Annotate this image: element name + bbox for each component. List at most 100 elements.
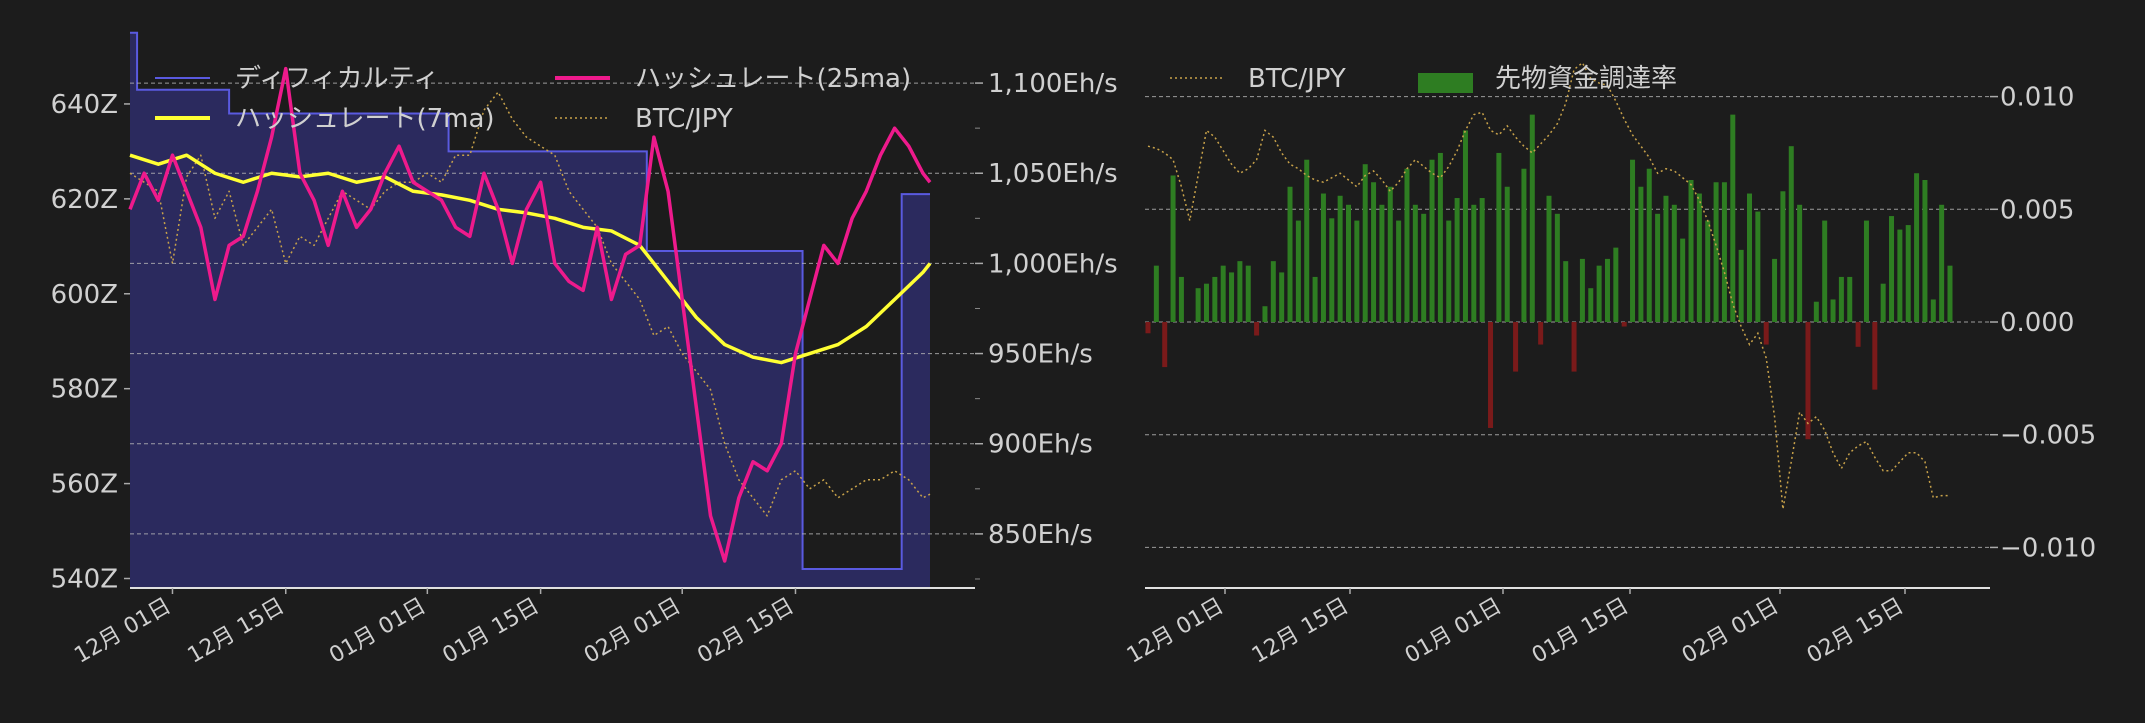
funding-bar [1387, 186, 1393, 323]
funding-bar [1371, 182, 1377, 323]
x-tick-label: 02月 15日 [693, 594, 798, 669]
x-tick-label: 01月 01日 [325, 594, 430, 669]
x-tick-label: 01月 01日 [1401, 594, 1506, 669]
funding-bar [1396, 220, 1402, 323]
x-tick-label: 01月 15日 [1528, 594, 1633, 669]
funding-bar [1571, 322, 1577, 372]
right-tick-label: 1,100Eh/s [988, 69, 1118, 99]
funding-bar [1329, 218, 1335, 323]
funding-bar [1170, 175, 1176, 323]
hashrate-25ma-line [128, 66, 932, 563]
funding-bar [1880, 283, 1886, 323]
funding-bar [1947, 265, 1953, 323]
x-tick-label: 12月 01日 [1123, 594, 1228, 669]
funding-bar [1295, 220, 1301, 323]
funding-bar [1337, 195, 1343, 323]
btcjpy-line [129, 91, 931, 517]
funding-bar [1830, 299, 1836, 323]
funding-bar [1822, 220, 1828, 323]
funding-bar [1613, 247, 1619, 323]
funding-bar [1738, 249, 1744, 323]
funding-bar [1145, 322, 1151, 334]
funding-bar [1663, 195, 1669, 323]
right-chart-funding-rate: −0.010 −0.005 0.000 0.005 0.010 12月 01日 12月 15… [1123, 61, 2096, 669]
funding-bar [1504, 186, 1510, 323]
funding-bar [1462, 130, 1468, 323]
funding-bar [1254, 322, 1260, 336]
funding-bar [1713, 182, 1719, 323]
left-tick-label: 540Z [51, 565, 118, 595]
funding-bar [1471, 204, 1477, 323]
funding-bar [1889, 216, 1895, 323]
funding-bar [1270, 261, 1276, 323]
funding-bar [1287, 186, 1293, 323]
funding-bar [1696, 193, 1702, 323]
funding-bar [1362, 164, 1368, 323]
funding-bar [1579, 258, 1585, 323]
funding-bar [1680, 238, 1686, 323]
funding-bar [1538, 322, 1544, 345]
left-chart-difficulty-hashrate: 850Eh/s 900Eh/s 950Eh/s 1,000Eh/s 1,050Eh/s 1… [51, 31, 1118, 669]
funding-bar [1596, 265, 1602, 323]
funding-bar [1705, 220, 1711, 323]
funding-bar [1805, 322, 1811, 440]
left-tick-label: 600Z [51, 280, 118, 310]
funding-bar [1755, 211, 1761, 323]
funding-bar [1847, 276, 1853, 323]
funding-bar [1220, 265, 1226, 323]
funding-bar [1671, 204, 1677, 323]
funding-bar [1346, 204, 1351, 323]
funding-bar [1304, 159, 1310, 323]
funding-bar [1212, 276, 1218, 323]
funding-bar [1721, 182, 1727, 323]
right-tick-label: 900Eh/s [988, 430, 1093, 460]
funding-bar [1922, 179, 1928, 323]
right-tick-label: −0.005 [2000, 421, 2096, 451]
funding-bar [1488, 322, 1494, 428]
funding-bar [1379, 204, 1385, 323]
funding-bar [1838, 276, 1844, 323]
funding-bar [1813, 301, 1819, 323]
legend-difficulty-label: ディフィカルティ [235, 64, 439, 94]
funding-bar [1780, 191, 1786, 323]
funding-bar [1195, 288, 1201, 323]
funding-bar [1763, 322, 1769, 345]
funding-bar [1563, 261, 1569, 323]
funding-bar [1153, 265, 1159, 323]
funding-bar [1521, 168, 1527, 323]
funding-bar [1930, 299, 1936, 323]
funding-bar [1730, 114, 1736, 323]
funding-bar [1855, 322, 1861, 347]
funding-bar [1229, 272, 1235, 323]
funding-bar [1203, 283, 1209, 323]
left-tick-label: 560Z [51, 470, 118, 500]
legend-hashrate-7ma-label: ハッシュレート(7ma) [235, 104, 495, 134]
x-tick-label: 12月 15日 [184, 594, 289, 669]
funding-bar [1797, 204, 1803, 323]
right-tick-label: 1,000Eh/s [988, 249, 1118, 279]
funding-bar [1863, 220, 1869, 323]
funding-bar [1454, 198, 1460, 323]
funding-bar [1437, 152, 1443, 323]
funding-bar [1914, 173, 1920, 323]
funding-bar [1638, 186, 1644, 323]
legend-hashrate-25ma-label: ハッシュレート(25ma) [635, 64, 911, 94]
funding-bar [1554, 213, 1560, 323]
x-tick-label: 02月 01日 [580, 594, 685, 669]
funding-bar [1747, 193, 1752, 323]
legend-btcjpy-label: BTC/JPY [635, 104, 733, 134]
funding-bar [1655, 213, 1661, 323]
x-tick-label: 12月 15日 [1248, 594, 1353, 669]
funding-bar [1646, 168, 1652, 323]
funding-bar [1630, 159, 1636, 323]
funding-bar [1412, 204, 1418, 323]
funding-bar [1513, 322, 1519, 372]
right-tick-label: 850Eh/s [988, 520, 1093, 550]
funding-bar [1262, 306, 1268, 323]
funding-bar [1621, 322, 1627, 327]
funding-bar [1939, 204, 1945, 323]
funding-bar [1546, 195, 1552, 323]
left-tick-label: 640Z [51, 90, 118, 120]
funding-bar [1479, 198, 1485, 323]
legend-funding-label: 先物資金調達率 [1495, 64, 1677, 94]
